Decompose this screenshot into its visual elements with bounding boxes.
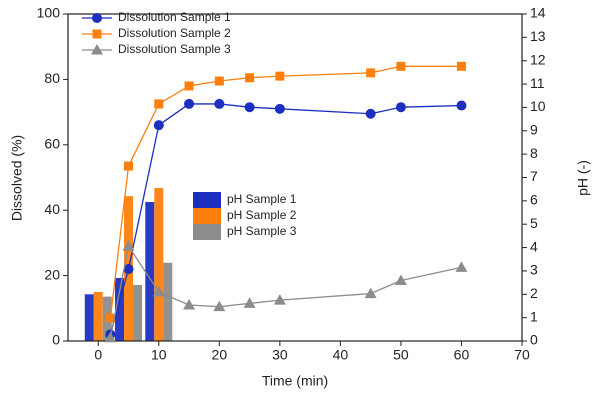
y2-tick-label: 12	[530, 51, 546, 67]
y2-tick-label: 3	[530, 262, 538, 278]
x-tick-label: 40	[333, 347, 349, 363]
point	[104, 331, 117, 343]
y-tick-label: 20	[44, 266, 60, 282]
y2-tick-label: 9	[530, 121, 538, 137]
y2-tick-label: 6	[530, 192, 538, 208]
point	[213, 300, 226, 312]
legend-label: pH Sample 2	[227, 208, 297, 222]
legend-swatch	[193, 208, 221, 224]
point	[153, 120, 164, 131]
point	[152, 285, 165, 297]
legend-marker	[92, 13, 102, 23]
x-tick-label: 10	[151, 347, 167, 363]
point	[395, 102, 406, 113]
y2-tick-label: 14	[530, 5, 546, 21]
y2-tick-label: 0	[530, 332, 538, 348]
x-tick-label: 60	[454, 347, 470, 363]
point	[456, 61, 466, 71]
point	[123, 264, 134, 275]
y2-tick-label: 13	[530, 28, 546, 44]
bar	[84, 294, 94, 341]
bar	[133, 284, 143, 341]
y2-tick-label: 4	[530, 238, 538, 254]
bar	[145, 202, 155, 341]
y-tick-label: 80	[44, 70, 60, 86]
point	[273, 294, 286, 305]
bar	[163, 262, 173, 341]
series-line	[109, 65, 462, 319]
y2-tick-label: 1	[530, 308, 538, 324]
y-tick-label: 100	[37, 5, 61, 21]
y2-tick-label: 7	[530, 168, 538, 184]
legend-label: Dissolution Sample 1	[118, 10, 231, 24]
point	[183, 299, 196, 310]
point	[184, 98, 195, 109]
x-tick-label: 20	[212, 347, 228, 363]
bar	[93, 291, 103, 341]
x-tick-label: 70	[514, 347, 530, 363]
y2-tick-label: 11	[530, 75, 545, 91]
y2-tick-label: 8	[530, 145, 538, 161]
x-tick-label: 50	[393, 347, 409, 363]
y-tick-label: 40	[44, 201, 60, 217]
legend-marker	[91, 44, 103, 55]
y-axis-title: Dissolved (%)	[9, 135, 25, 221]
y2-axis-title: pH (-)	[575, 160, 591, 196]
point	[244, 102, 255, 113]
point	[124, 161, 134, 171]
point	[245, 73, 255, 83]
legend-label: pH Sample 3	[227, 224, 297, 238]
x-tick-label: 0	[94, 347, 102, 363]
point	[274, 103, 285, 114]
point	[154, 99, 164, 109]
point	[394, 274, 407, 286]
point	[214, 98, 225, 109]
y2-tick-label: 2	[530, 285, 538, 301]
x-tick-label: 30	[272, 347, 288, 363]
legend-marker	[92, 29, 102, 39]
point	[365, 108, 376, 119]
point	[364, 287, 377, 299]
series-line	[109, 244, 462, 338]
point	[214, 76, 224, 86]
y-tick-label: 0	[52, 332, 60, 348]
point	[456, 100, 467, 111]
point	[275, 71, 285, 81]
point	[366, 68, 376, 78]
point	[105, 313, 115, 323]
point	[396, 61, 406, 71]
series-line	[109, 103, 462, 335]
legend-swatch	[193, 224, 221, 240]
x-axis-title: Time (min)	[262, 373, 328, 389]
legend-label: Dissolution Sample 2	[118, 26, 231, 40]
legend-label: Dissolution Sample 3	[118, 42, 231, 56]
y2-tick-label: 5	[530, 215, 538, 231]
y-tick-label: 60	[44, 136, 60, 152]
legend-swatch	[193, 192, 221, 208]
point	[122, 240, 135, 251]
point	[184, 81, 194, 91]
point	[455, 261, 468, 272]
bar	[115, 277, 125, 341]
y2-tick-label: 10	[530, 98, 546, 114]
point	[243, 297, 256, 308]
bar	[154, 188, 164, 341]
legend-label: pH Sample 1	[227, 192, 297, 206]
